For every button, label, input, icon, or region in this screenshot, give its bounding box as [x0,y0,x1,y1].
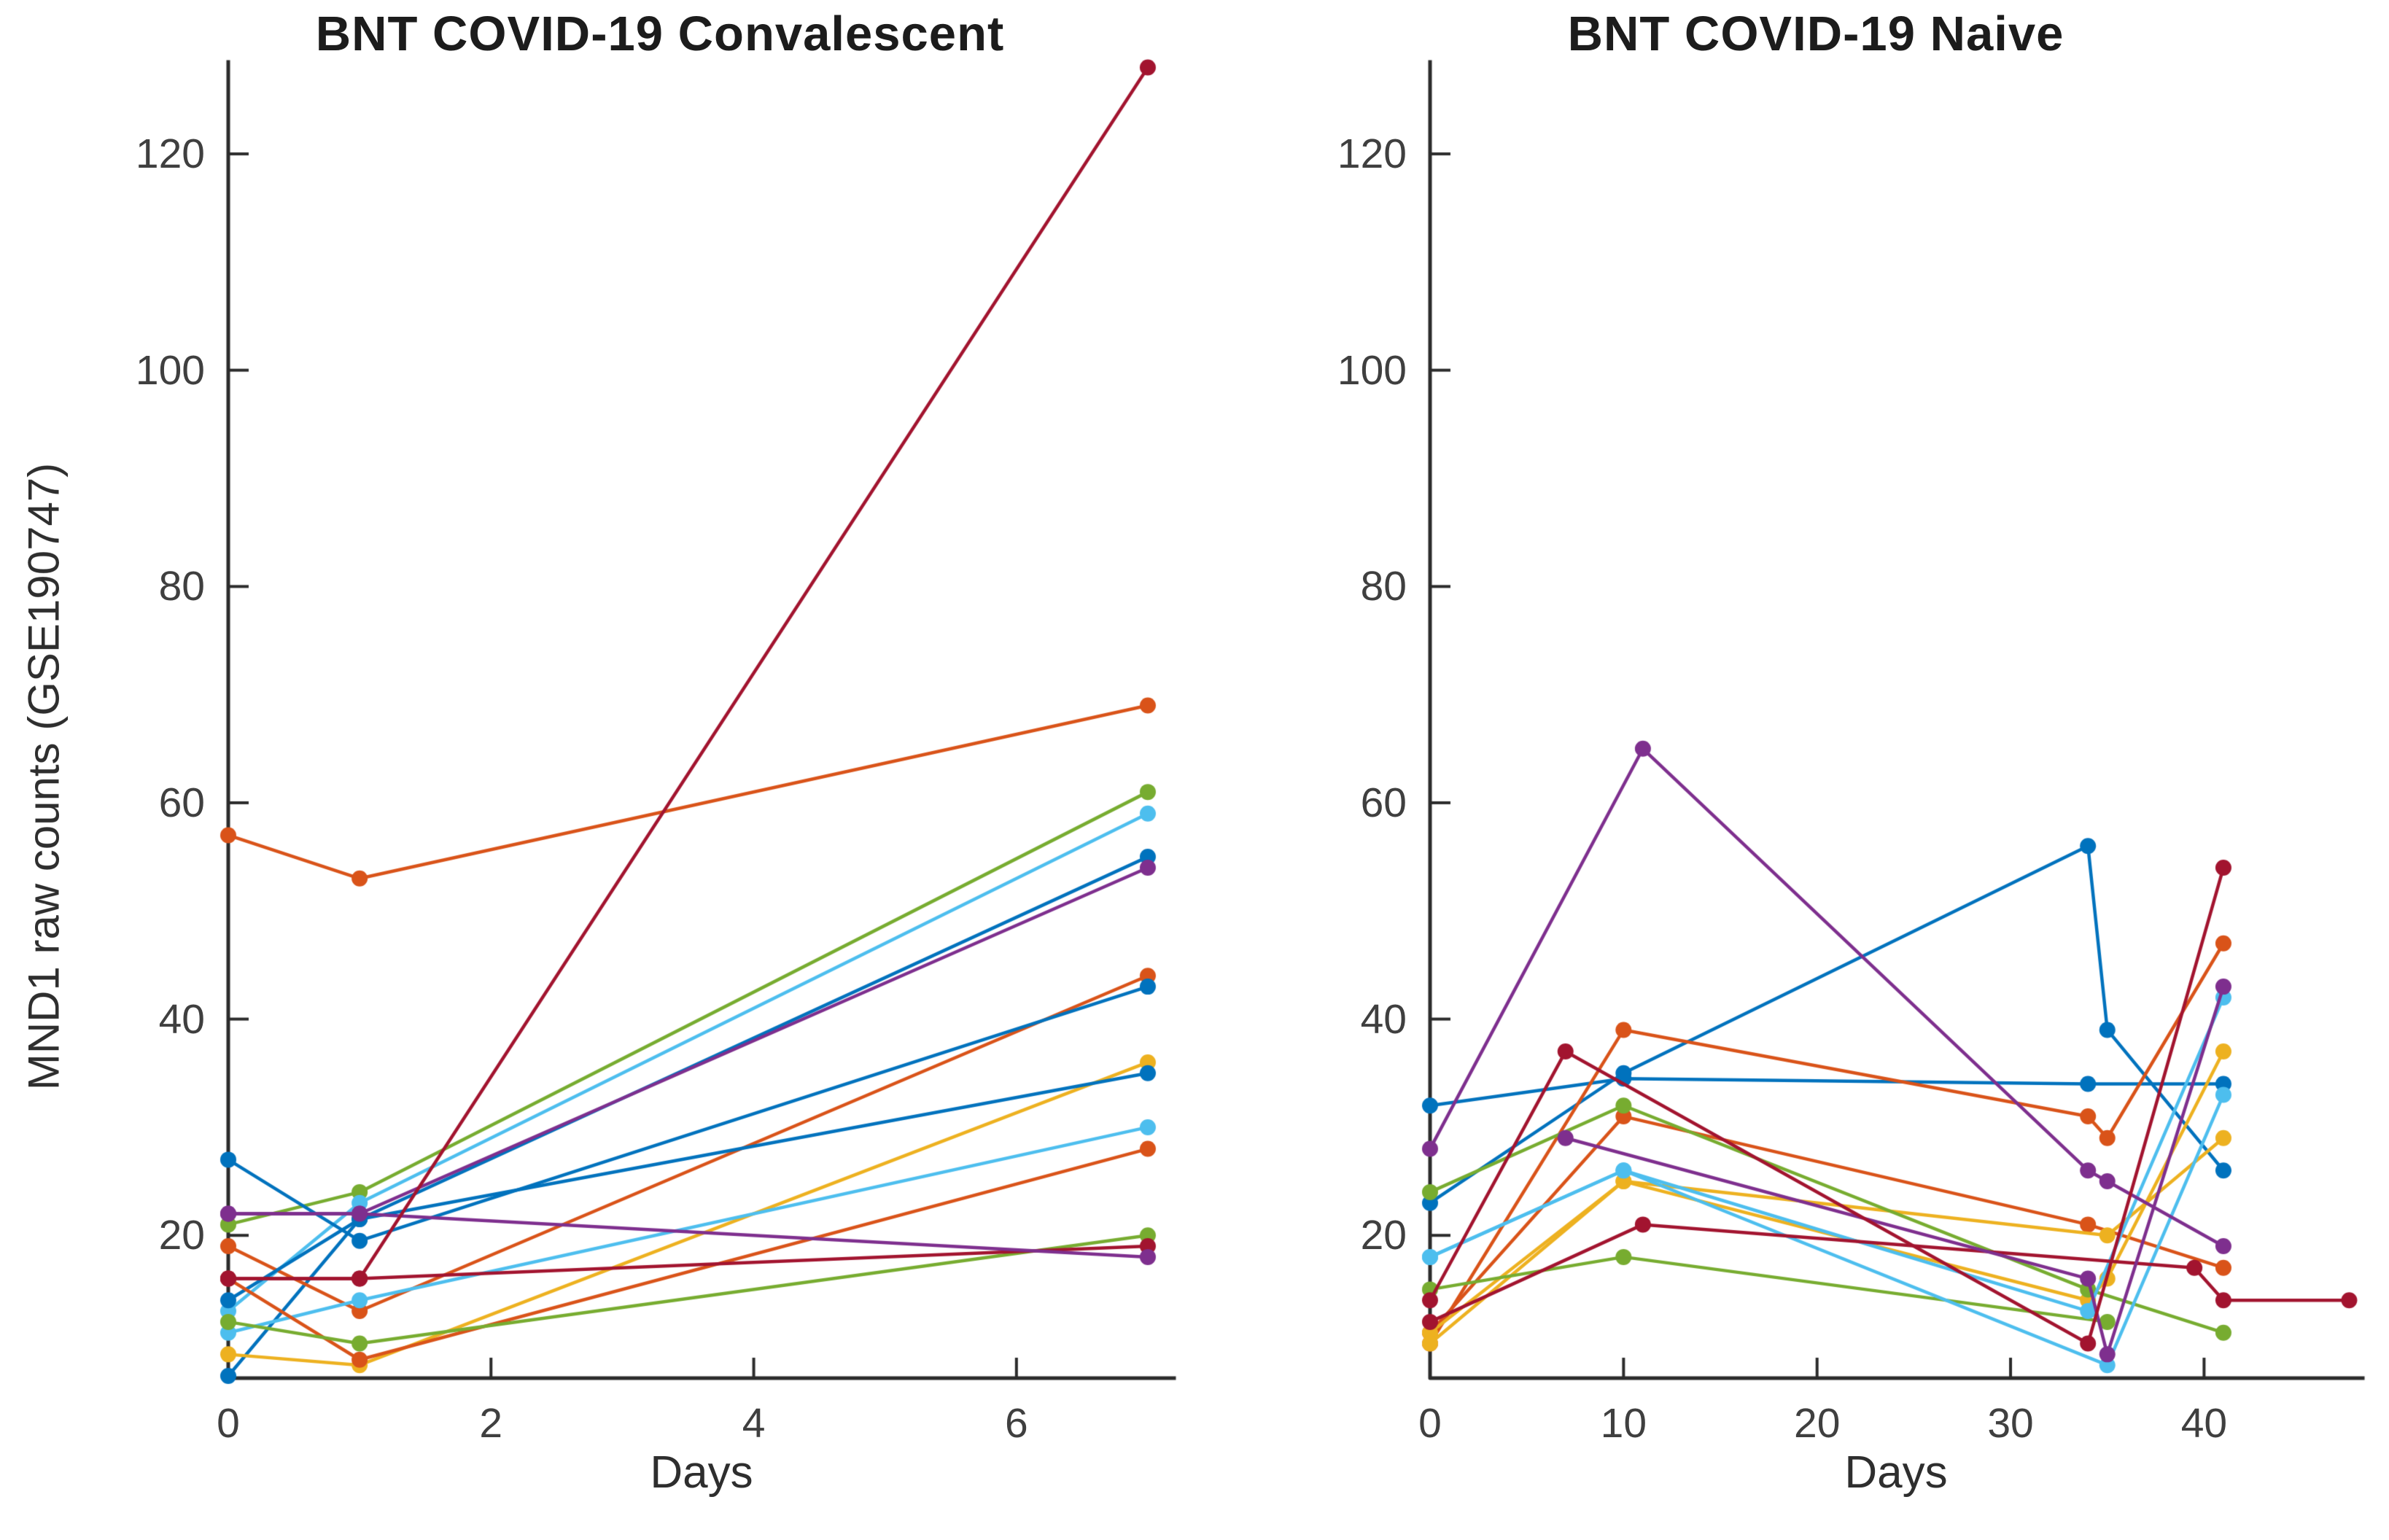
right-plot-title: BNT COVID-19 Naive [1567,7,2064,61]
x-tick-label: 4 [742,1400,766,1447]
y-tick-label: 80 [158,563,205,610]
y-tick-label: 60 [1360,779,1407,826]
x-tick-label: 6 [1004,1400,1028,1447]
y-tick-label: 20 [158,1212,205,1259]
y-tick-label: 120 [135,131,205,178]
y-tick-label: 60 [158,779,205,826]
x-tick-label: 0 [1418,1400,1442,1447]
y-tick-label: 100 [135,346,205,394]
x-tick-label: 20 [1794,1400,1841,1447]
x-tick-label: 30 [1987,1400,2034,1447]
x-tick-label: 10 [1600,1400,1647,1447]
y-tick-label: 40 [158,995,205,1043]
x-tick-label: 2 [479,1400,503,1447]
x-tick-label: 40 [2180,1400,2228,1447]
y-tick-label: 80 [1360,563,1407,610]
y-tick-label: 40 [1360,995,1407,1043]
y-tick-label: 100 [1337,346,1407,394]
y-tick-label: 120 [1337,131,1407,178]
left-x-axis-label: Days [650,1447,753,1498]
left-plot-title: BNT COVID-19 Convalescent [315,7,1005,61]
right-x-axis-label: Days [1844,1447,1948,1498]
y-tick-label: 20 [1360,1212,1407,1259]
x-tick-label: 0 [217,1400,240,1447]
